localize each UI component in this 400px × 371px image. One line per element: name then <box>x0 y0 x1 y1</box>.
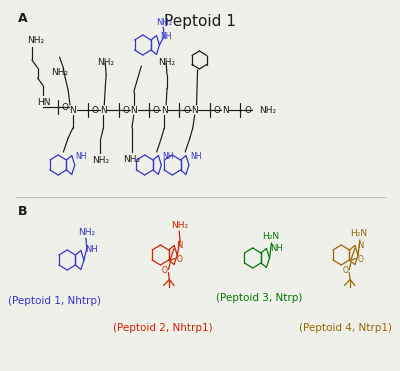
Text: O: O <box>62 102 68 112</box>
Text: O: O <box>162 266 168 275</box>
Text: Peptoid 1: Peptoid 1 <box>164 14 236 29</box>
Text: HN: HN <box>37 98 50 106</box>
Text: NH₂: NH₂ <box>51 68 68 76</box>
Text: NH₂: NH₂ <box>158 58 176 66</box>
Text: A: A <box>18 12 27 25</box>
Text: N: N <box>191 105 198 115</box>
Text: O: O <box>177 255 183 264</box>
Text: O: O <box>153 105 160 115</box>
Text: NH₂: NH₂ <box>92 155 109 164</box>
Text: NH₂: NH₂ <box>172 220 189 230</box>
Text: O: O <box>214 105 221 115</box>
Text: N: N <box>130 105 137 115</box>
Text: NH: NH <box>85 245 97 254</box>
Text: N: N <box>161 105 168 115</box>
Text: N: N <box>357 241 363 250</box>
Text: NH₂: NH₂ <box>123 154 140 164</box>
Text: NH: NH <box>160 32 172 41</box>
Text: NH₂: NH₂ <box>97 58 114 66</box>
Text: O: O <box>244 105 251 115</box>
Text: NH₂: NH₂ <box>27 36 44 45</box>
Text: N: N <box>100 105 107 115</box>
Text: O: O <box>183 105 190 115</box>
Text: H₂N: H₂N <box>262 232 279 240</box>
Text: O: O <box>358 255 364 264</box>
Text: H₂N: H₂N <box>350 229 368 237</box>
Text: (Peptoid 1, Nhtrp): (Peptoid 1, Nhtrp) <box>8 296 101 306</box>
Text: B: B <box>18 205 27 218</box>
Text: (Peptoid 4, Ntrp1): (Peptoid 4, Ntrp1) <box>298 323 392 333</box>
Text: NH: NH <box>162 152 174 161</box>
Text: NH: NH <box>76 152 87 161</box>
Text: NH₂: NH₂ <box>78 227 95 236</box>
Text: (Peptoid 3, Ntrp): (Peptoid 3, Ntrp) <box>216 293 302 303</box>
Text: NH: NH <box>270 244 283 253</box>
Text: O: O <box>122 105 129 115</box>
Text: N: N <box>70 105 76 115</box>
Text: NH: NH <box>190 152 201 161</box>
Text: NH₂: NH₂ <box>156 17 172 26</box>
Text: O: O <box>92 105 99 115</box>
Text: O: O <box>342 266 348 275</box>
Text: N: N <box>222 105 228 115</box>
Text: N: N <box>176 241 182 250</box>
Text: (Peptoid 2, Nhtrp1): (Peptoid 2, Nhtrp1) <box>112 323 212 333</box>
Text: NH₂: NH₂ <box>259 105 276 115</box>
